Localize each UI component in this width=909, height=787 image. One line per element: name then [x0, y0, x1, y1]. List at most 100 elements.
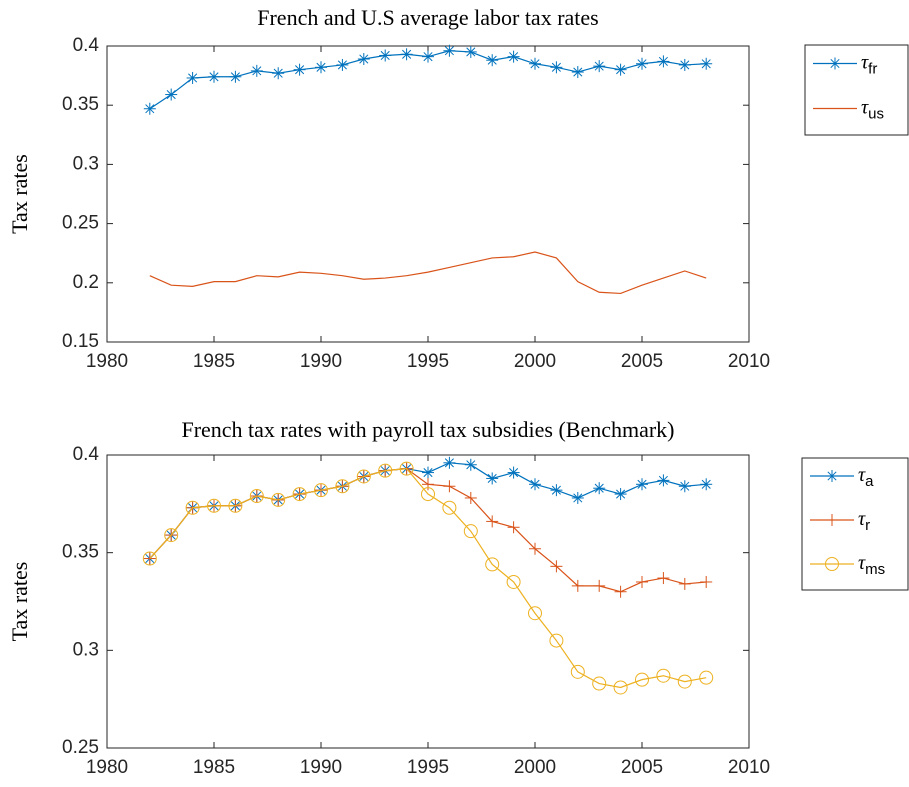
- marker: [700, 478, 713, 491]
- marker: [550, 560, 563, 573]
- marker-stroke: [551, 485, 561, 495]
- marker-circle: [463, 524, 478, 539]
- plot-area: [106, 454, 750, 749]
- marker: [272, 67, 285, 80]
- chart-title: French and U.S average labor tax rates: [257, 5, 598, 30]
- marker: [164, 528, 179, 543]
- marker-stroke: [594, 61, 604, 71]
- marker: [636, 57, 648, 70]
- marker: [422, 478, 434, 491]
- marker: [379, 49, 392, 62]
- marker: [529, 57, 541, 70]
- marker: [550, 61, 563, 74]
- marker: [357, 53, 370, 66]
- marker: [208, 70, 220, 83]
- marker: [829, 57, 841, 70]
- marker: [550, 484, 563, 497]
- marker-circle: [399, 461, 414, 476]
- marker: [825, 557, 839, 571]
- marker-stroke: [509, 468, 519, 478]
- marker: [656, 668, 671, 683]
- marker-circle: [528, 606, 542, 621]
- marker: [657, 572, 670, 585]
- marker: [186, 71, 199, 84]
- marker: [443, 456, 456, 469]
- marker-stroke: [466, 460, 476, 470]
- marker-stroke: [616, 65, 626, 75]
- marker: [826, 514, 838, 526]
- marker: [636, 575, 648, 588]
- legend-box: [801, 457, 909, 591]
- marker: [442, 500, 457, 515]
- marker: [614, 63, 627, 76]
- legend-label: τus: [861, 96, 884, 122]
- x-tick-label: 1985: [193, 351, 235, 372]
- marker-stroke: [680, 481, 690, 491]
- marker-stroke: [594, 483, 604, 493]
- marker: [614, 585, 627, 598]
- marker: [250, 64, 263, 77]
- marker-stroke: [573, 67, 583, 77]
- marker-circle: [613, 680, 628, 695]
- marker-stroke: [573, 493, 583, 503]
- marker-stroke: [145, 104, 155, 114]
- y-axis-label: Tax rates: [7, 562, 32, 642]
- marker: [678, 480, 691, 493]
- y-axis-label: Tax rates: [7, 154, 32, 234]
- marker-stroke: [658, 56, 668, 66]
- marker: [335, 479, 350, 494]
- marker-circle: [677, 674, 692, 689]
- marker-circle: [570, 664, 585, 679]
- marker-circle: [356, 469, 371, 484]
- marker: [528, 606, 542, 621]
- y-tick-label: 0.25: [62, 737, 99, 758]
- marker-stroke: [209, 72, 219, 82]
- marker-circle: [185, 500, 200, 515]
- marker-stroke: [337, 60, 347, 70]
- marker-circle: [271, 492, 286, 507]
- marker: [571, 66, 584, 79]
- marker-stroke: [230, 72, 240, 82]
- marker: [826, 470, 838, 482]
- marker-circle: [635, 672, 649, 687]
- marker: [378, 463, 393, 478]
- marker-circle: [228, 498, 243, 513]
- marker: [464, 45, 477, 58]
- y-tick-label: 0.4: [73, 35, 100, 56]
- marker: [486, 54, 499, 67]
- marker: [486, 472, 499, 485]
- x-tick-label: 2005: [621, 351, 663, 372]
- marker: [700, 57, 713, 70]
- marker-circle: [292, 487, 307, 502]
- marker: [529, 478, 541, 491]
- marker: [249, 489, 264, 504]
- x-tick-label: 2005: [621, 757, 663, 778]
- marker-circle: [825, 557, 839, 571]
- marker-stroke: [830, 58, 840, 69]
- marker-stroke: [444, 46, 454, 56]
- marker: [635, 672, 649, 687]
- series-line: [149, 251, 707, 295]
- marker-circle: [656, 668, 671, 683]
- marker-stroke: [359, 54, 369, 64]
- y-tick-label: 0.2: [73, 272, 99, 293]
- marker-stroke: [252, 66, 262, 76]
- marker: [571, 491, 584, 504]
- marker: [549, 633, 564, 648]
- marker-stroke: [637, 479, 647, 489]
- plot-area: [106, 45, 750, 343]
- marker: [613, 680, 628, 695]
- marker-stroke: [466, 47, 476, 57]
- marker-circle: [485, 557, 500, 572]
- legend-label: τa: [858, 464, 874, 490]
- marker-stroke: [316, 62, 326, 72]
- x-tick-label: 2000: [514, 757, 556, 778]
- marker-circle: [249, 489, 264, 504]
- legend-label: τms: [858, 552, 885, 578]
- legend-label: τfr: [861, 51, 877, 77]
- y-tick-label: 0.25: [62, 213, 99, 234]
- y-tick-label: 0.35: [62, 542, 99, 563]
- marker: [486, 515, 499, 528]
- marker: [399, 461, 414, 476]
